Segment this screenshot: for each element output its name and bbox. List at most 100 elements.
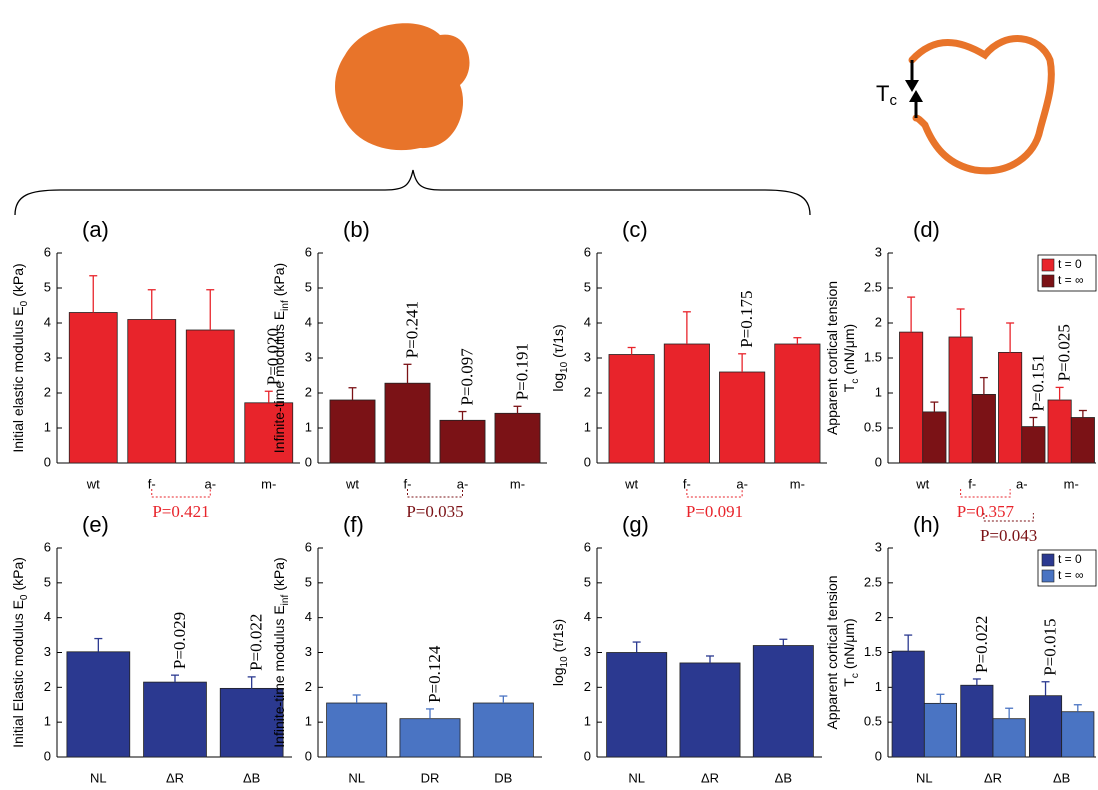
y-axis-label-part: 0 [19,594,30,600]
bar [128,320,176,464]
y-tick-label: 1 [584,714,591,729]
x-tick-label: ΔR [166,770,184,785]
legend-label: t = 0 [1058,552,1082,566]
error-bar [1042,682,1050,696]
bar [1062,712,1094,757]
bar [1022,427,1045,463]
error-bar [1074,705,1082,712]
y-tick-label: 3 [584,644,591,659]
bar [972,394,995,463]
bar [1071,418,1094,464]
error-bar [980,378,988,395]
y-tick-label: 1.5 [864,349,882,364]
y-axis-label-part: log [550,667,566,686]
y-tick-label: 0 [875,454,882,469]
y-axis-label-part: (τ/1s) [550,324,566,358]
y-axis-label: Infinite-time modulus Einf(kPa) [271,557,291,747]
y-tick-label: 4 [584,609,591,624]
x-tick-label: wt [915,476,929,491]
x-tick-label: NL [348,770,365,785]
x-tick-label: ΔB [775,770,792,785]
y-axis-label-part: Apparent cortical tension [824,281,840,435]
x-tick-label: f- [968,476,976,491]
error-bar [459,412,467,421]
x-tick-label: a- [457,476,469,491]
y-axis-label-part: 10 [559,361,570,373]
y-tick-label: 3 [875,539,882,554]
y-tick-label: 0.5 [864,714,882,729]
comparison-p-value: P=0.035 [406,502,463,521]
y-tick-label: 4 [44,314,51,329]
y-tick-label: 3 [584,349,591,364]
y-tick-label: 3 [44,644,51,659]
y-tick-label: 6 [44,244,51,259]
y-axis-label-part: c [850,379,861,384]
y-tick-label: 2.5 [864,279,882,294]
legend-label: t = ∞ [1058,273,1084,287]
bar [998,352,1021,463]
y-tick-label: 5 [305,574,312,589]
bar [327,703,387,757]
bar [680,663,740,757]
x-tick-label: wt [345,476,359,491]
error-bar [738,354,746,372]
panel-label: (g) [622,512,649,537]
y-tick-label: 1 [584,419,591,434]
y-axis-label-part: c [850,673,861,678]
error-bar [973,679,981,685]
y-axis-label: Initial elastic modulus E0(kPa) [10,263,30,452]
y-tick-label: 0 [584,748,591,763]
comparison-p-value: P=0.357 [957,502,1015,521]
y-tick-label: 4 [305,609,312,624]
y-tick-label: 2 [44,679,51,694]
bar [330,400,375,463]
error-bar [904,635,912,651]
figure: Tc (a)0123456Initial elastic modulus E0(… [0,0,1098,790]
y-axis-label-part: log [550,373,566,392]
error-bar [907,297,915,332]
y-tick-label: 0 [584,454,591,469]
bar [753,646,813,757]
y-tick-label: 1 [44,419,51,434]
x-tick-label: a- [204,476,216,491]
error-bar [633,642,641,652]
error-bar [514,406,522,413]
comparison-p-value: P=0.091 [686,502,743,521]
legend-label: t = ∞ [1058,568,1084,582]
x-tick-label: ΔR [984,770,1002,785]
y-tick-label: 4 [44,609,51,624]
p-value: P=0.175 [737,291,756,348]
comparison-bracket [687,489,742,497]
cell-shape [335,23,470,150]
y-axis-label-part: Apparent cortical tension [824,575,840,729]
y-axis-label-part: 0 [19,300,30,306]
bar [609,355,654,464]
error-bar [1005,708,1013,718]
p-value: P=0.097 [457,348,476,406]
legend-swatch [1042,259,1054,271]
bar [385,383,430,463]
p-value: P=0.025 [1055,324,1074,381]
bar [961,685,993,757]
error-bar [930,402,938,412]
x-tick-label: DB [494,770,512,785]
x-tick-label: a- [736,476,748,491]
x-tick-label: ΔR [701,770,719,785]
y-tick-label: 5 [44,574,51,589]
tension-label: Tc [876,81,897,109]
x-tick-label: m- [261,476,276,491]
bar [775,344,820,463]
y-tick-label: 1 [305,714,312,729]
error-bar [206,290,214,330]
y-tick-label: 6 [584,539,591,554]
error-bar [426,709,434,719]
y-tick-label: 2 [44,384,51,399]
error-bar [936,694,944,703]
y-axis-label-part: (kPa) [10,557,26,590]
error-bar [628,348,636,355]
panel-label: (h) [913,512,940,537]
comparison-bracket [408,489,463,497]
y-tick-label: 3 [305,644,312,659]
y-tick-label: 2 [875,314,882,329]
error-bar [353,695,361,703]
